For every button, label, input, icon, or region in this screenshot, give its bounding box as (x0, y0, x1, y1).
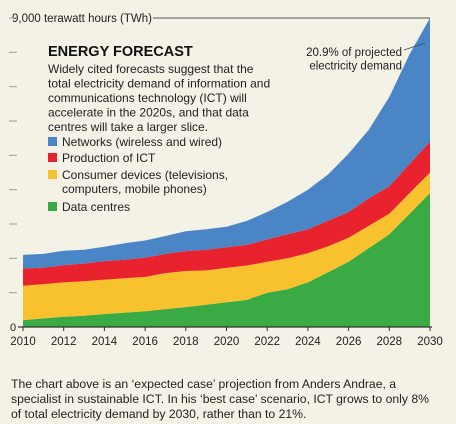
y-axis-label: 9,000 terawatt hours (TWh) (12, 13, 152, 25)
legend-swatch (48, 170, 57, 179)
legend-label: Consumer devices (televisions, (62, 168, 228, 182)
x-tick-label: 2024 (295, 336, 321, 348)
legend-label: Production of ICT (62, 151, 156, 165)
chart-subtitle-line: centres will take a larger slice. (48, 120, 208, 134)
chart-subtitle-line: Widely cited forecasts suggest that the (48, 62, 254, 76)
annotation-text: electricity demand (309, 61, 402, 73)
x-tick-label: 2022 (254, 336, 280, 348)
x-tick-label: 2014 (92, 336, 118, 348)
legend-swatch (48, 202, 57, 211)
legend-label: computers, mobile phones) (62, 182, 207, 196)
x-tick-label: 2012 (51, 336, 77, 348)
chart-caption: The chart above is an ‘expected case’ pr… (11, 377, 429, 421)
chart-subtitle-line: communications technology (ICT) will (48, 91, 247, 105)
annotation-leader (403, 42, 426, 51)
x-tick-label: 2016 (132, 336, 158, 348)
chart-subtitle-line: accelerate in the 2020s, and that data (48, 106, 249, 120)
x-tick-label: 2030 (417, 336, 443, 348)
y-tick-label: 0 (10, 322, 16, 334)
area-series-0 (23, 193, 430, 327)
x-tick-label: 2018 (173, 336, 199, 348)
legend-label: Data centres (62, 200, 130, 214)
legend-swatch (48, 137, 57, 146)
x-tick-label: 2020 (214, 336, 240, 348)
annotation-text: 20.9% of projected (306, 47, 402, 59)
area-series-2 (23, 141, 430, 286)
x-tick-label: 2010 (10, 336, 36, 348)
area-series-1 (23, 172, 430, 321)
area-series-3 (23, 18, 430, 269)
legend-label: Networks (wireless and wired) (62, 135, 222, 149)
x-tick-label: 2026 (336, 336, 362, 348)
x-tick-label: 2028 (377, 336, 403, 348)
chart-subtitle-line: total electricity demand of information … (48, 77, 270, 91)
chart-title: ENERGY FORECAST (48, 44, 193, 60)
legend-swatch (48, 153, 57, 162)
